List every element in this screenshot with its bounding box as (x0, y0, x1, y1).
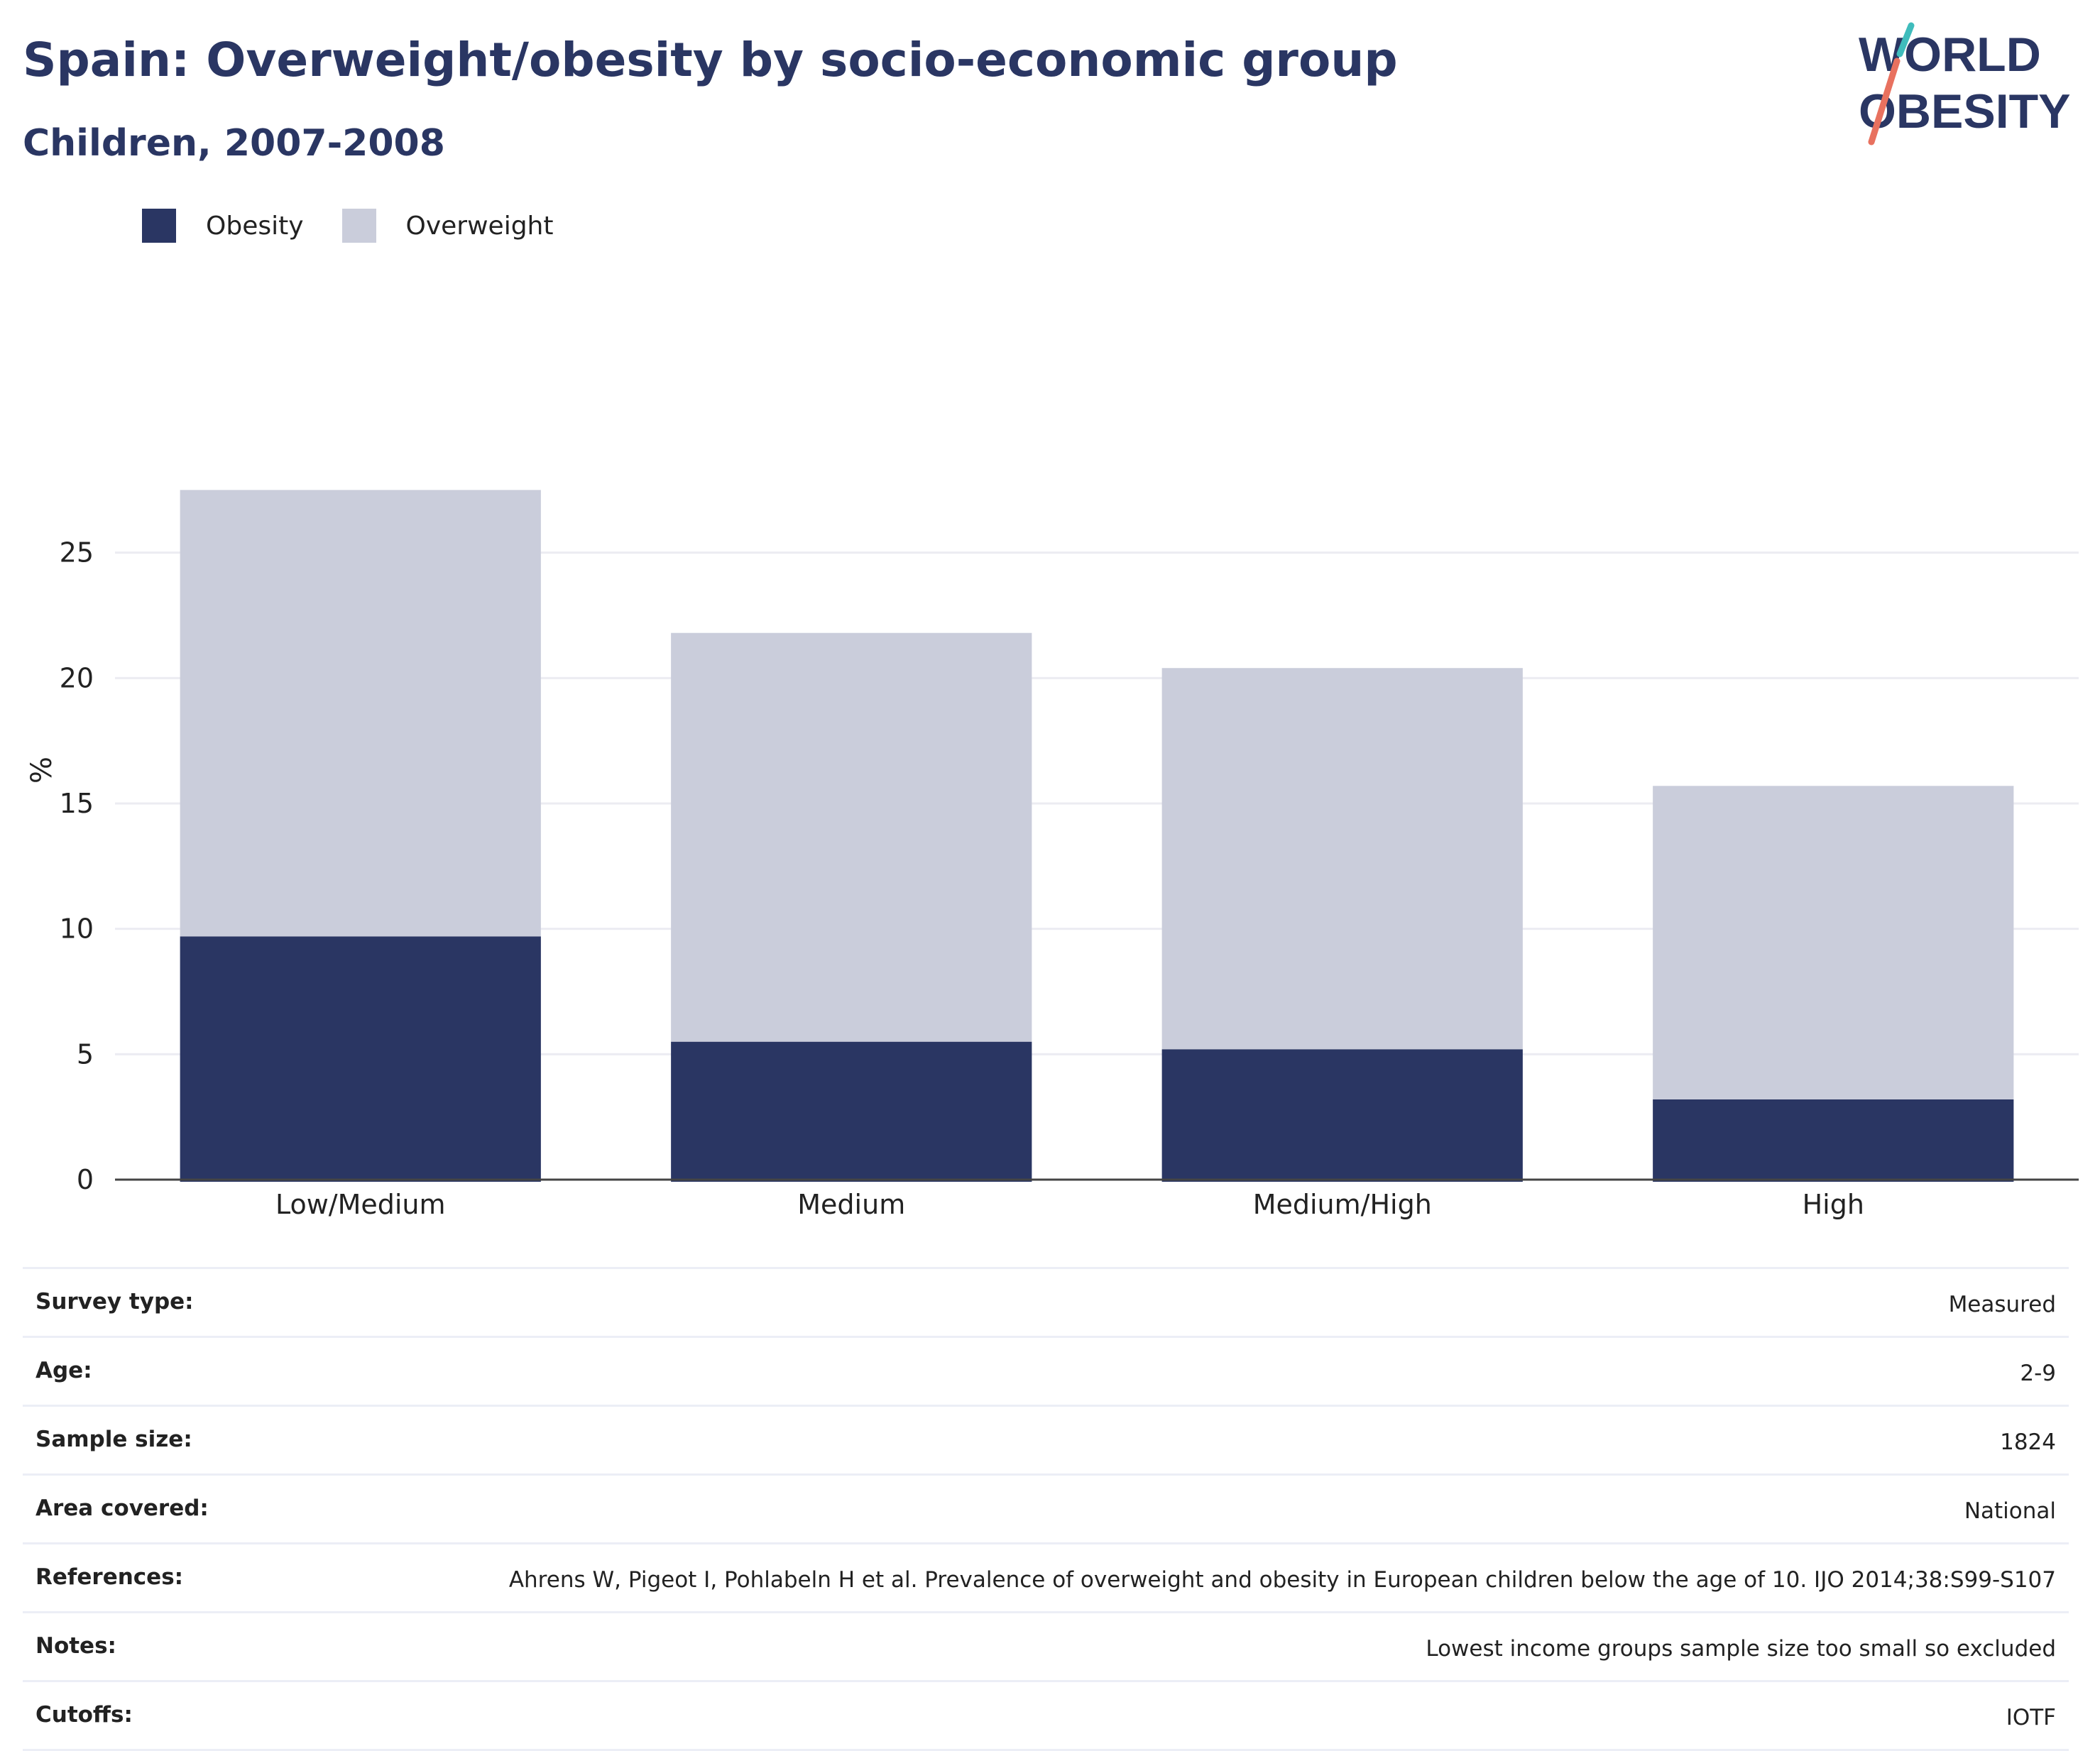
logo-coral-stroke (1868, 57, 1901, 146)
info-label: Notes: (35, 1633, 116, 1659)
bar-overweight-1[interactable] (671, 632, 1032, 1042)
info-row: Notes: Lowest income groups sample size t… (23, 1613, 2069, 1682)
info-table: Survey type: Measured Age: 2-9 Sample size: 1… (23, 1267, 2069, 1751)
logo-line1: WORLD (1859, 28, 2041, 82)
info-label: References: (35, 1564, 184, 1590)
y-axis-label: % (26, 757, 58, 784)
info-value: 2-9 (2020, 1361, 2056, 1386)
info-value: IOTF (2006, 1705, 2056, 1730)
bar-obesity-2[interactable] (1161, 1049, 1523, 1182)
info-value: Lowest income groups sample size too sma… (1426, 1636, 2056, 1662)
y-tick-label: 15 (60, 788, 94, 819)
info-value: Measured (1948, 1292, 2056, 1317)
info-value: 1824 (2000, 1429, 2056, 1455)
legend-swatch-obesity (142, 209, 176, 243)
info-row: Area covered: National (23, 1476, 2069, 1544)
bar-obesity-1[interactable] (671, 1041, 1032, 1182)
legend-item-overweight[interactable]: Overweight (341, 209, 554, 243)
bar-layer (180, 490, 2014, 1182)
y-tick-label: 20 (60, 662, 94, 693)
info-value: National (1964, 1498, 2056, 1524)
y-tick-label: 5 (77, 1038, 94, 1070)
y-tick-label: 25 (60, 537, 94, 569)
x-tick-label: Medium (797, 1189, 905, 1220)
info-label: Survey type: (35, 1289, 194, 1314)
legend-label-overweight: Overweight (405, 211, 554, 241)
legend-swatch-overweight (341, 209, 376, 243)
y-tick-label: 0 (77, 1164, 94, 1195)
x-tick-label: Medium/High (1253, 1189, 1432, 1220)
chart-subtitle: Children, 2007-2008 (23, 122, 445, 165)
info-row: Cutoffs: IOTF (23, 1682, 2069, 1751)
bar-obesity-3[interactable] (1653, 1099, 2014, 1182)
x-tick-label: Low/Medium (275, 1189, 446, 1220)
info-label: Cutoffs: (35, 1702, 133, 1728)
legend: Obesity Overweight (142, 209, 591, 243)
axis-layer: 0 5 10 15 20 25 Low/Medium Medium Medium/High Hig… (60, 537, 2079, 1220)
info-row: Survey type: Measured (23, 1269, 2069, 1338)
world-obesity-logo: WORLD OBESITY (1859, 22, 2071, 146)
stacked-bar-chart: 0 5 10 15 20 25 Low/Medium Medium Medium/High Hig… (26, 490, 2079, 1220)
info-label: Sample size: (35, 1427, 192, 1452)
bar-obesity-0[interactable] (180, 936, 541, 1182)
legend-item-obesity[interactable]: Obesity (142, 209, 304, 243)
y-tick-label: 10 (60, 913, 94, 945)
bar-overweight-2[interactable] (1161, 668, 1523, 1050)
info-value: Ahrens W, Pigeot I, Pohlabeln H et al. P… (508, 1567, 2056, 1593)
x-tick-label: High (1803, 1189, 1864, 1220)
legend-label-obesity: Obesity (206, 211, 304, 241)
logo-line2: OBESITY (1859, 84, 2071, 138)
chart-title: Spain: Overweight/obesity by socio-econo… (23, 33, 1398, 87)
info-row: Age: 2-9 (23, 1338, 2069, 1407)
info-label: Area covered: (35, 1495, 209, 1521)
bar-overweight-3[interactable] (1653, 786, 2014, 1099)
info-row: Sample size: 1824 (23, 1407, 2069, 1476)
info-label: Age: (35, 1358, 92, 1383)
info-row: References: Ahrens W, Pigeot I, Pohlabeln… (23, 1544, 2069, 1613)
bar-overweight-0[interactable] (180, 490, 541, 937)
logo-teal-stroke (1896, 22, 1915, 57)
